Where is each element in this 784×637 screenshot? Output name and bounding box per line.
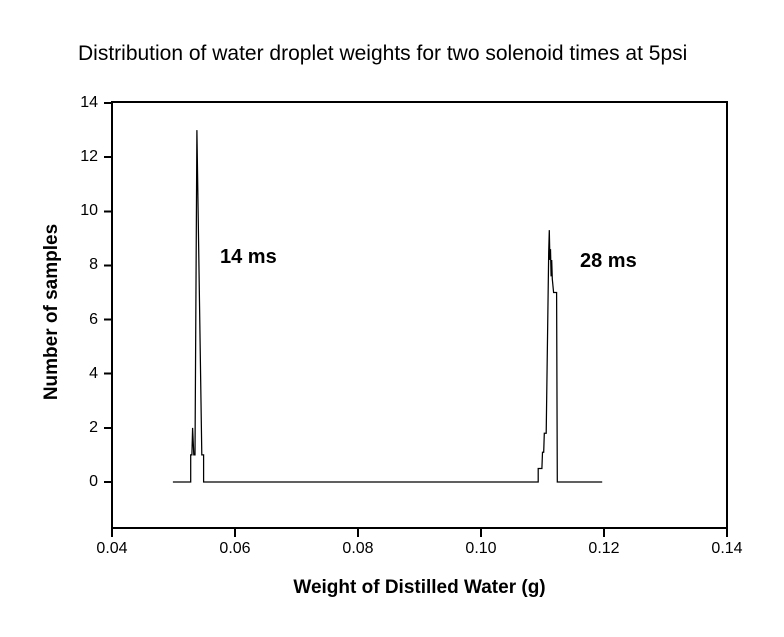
y-tick-label: 12 bbox=[80, 148, 98, 166]
x-tick-label: 0.06 bbox=[219, 540, 251, 557]
y-tick-label: 2 bbox=[89, 418, 98, 436]
plot-frame bbox=[111, 101, 728, 529]
data-line bbox=[172, 130, 603, 483]
chart-title: Distribution of water droplet weights fo… bbox=[78, 42, 688, 65]
y-tick-label: 0 bbox=[89, 473, 98, 490]
x-axis-title: Weight of Distilled Water (g) bbox=[293, 577, 546, 598]
y-tick-label: 14 bbox=[80, 94, 98, 111]
y-tick-label: 6 bbox=[89, 310, 98, 328]
x-tick-label: 0.10 bbox=[465, 540, 497, 557]
y-tick-label: 8 bbox=[89, 256, 98, 274]
x-tick-label: 0.04 bbox=[96, 540, 128, 557]
annotation-14ms: 14 ms bbox=[220, 246, 277, 268]
y-tick-label: 10 bbox=[80, 202, 98, 220]
annotation-28ms: 28 ms bbox=[580, 250, 637, 272]
x-tick-label: 0.12 bbox=[588, 540, 620, 557]
x-tick-label: 0.08 bbox=[342, 540, 374, 557]
y-tick-label: 4 bbox=[89, 364, 98, 382]
x-tick-label: 0.14 bbox=[711, 540, 743, 557]
